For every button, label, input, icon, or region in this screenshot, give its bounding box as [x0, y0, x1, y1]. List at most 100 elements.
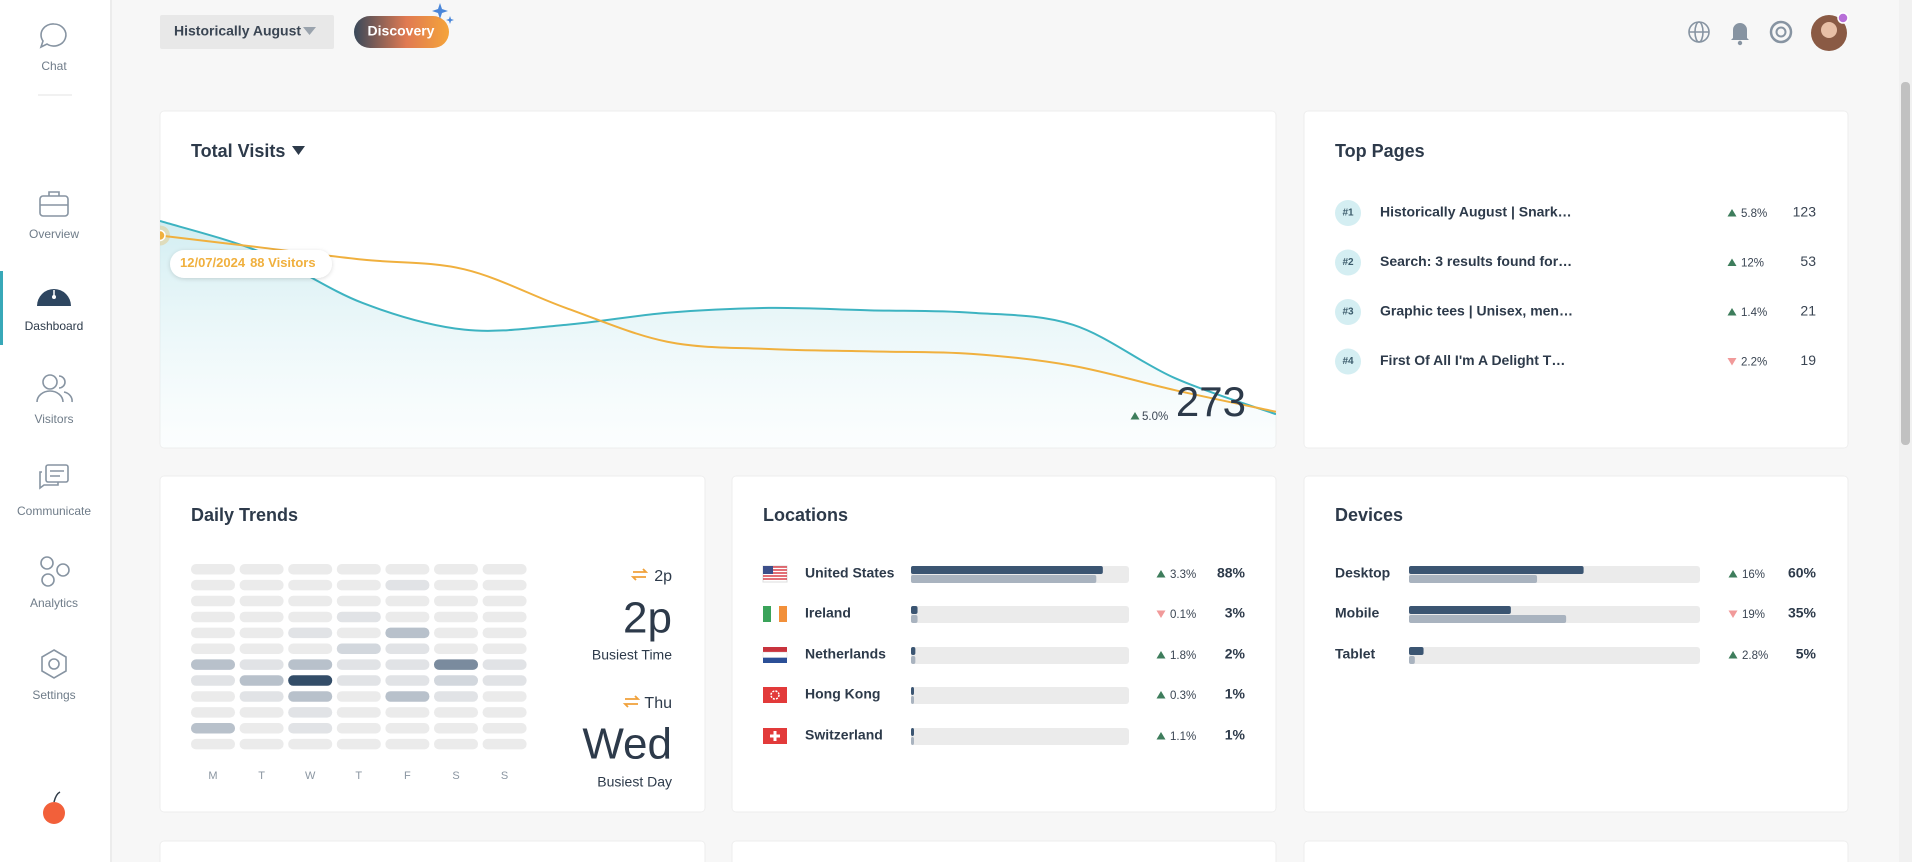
day-label: T	[355, 770, 362, 782]
point	[160, 229, 166, 242]
flag-nl	[762, 647, 788, 663]
heat-cell	[385, 659, 430, 670]
heat-cell	[385, 738, 430, 750]
share: 1%	[1225, 686, 1246, 702]
sidebar-border	[110, 0, 112, 862]
heat-cell	[385, 691, 430, 702]
active-indicator	[0, 271, 3, 345]
trend-arrow	[1156, 570, 1166, 578]
heat-cell	[336, 659, 381, 670]
heat-cell	[239, 691, 284, 702]
heat-cell	[385, 595, 430, 607]
trend-arrow	[1727, 358, 1737, 366]
bar-current	[911, 566, 1103, 574]
settings-icon	[41, 649, 67, 679]
rank-badge	[1335, 249, 1361, 276]
top-pages-card	[1303, 110, 1849, 449]
heat-cell	[385, 707, 430, 718]
globe-icon[interactable]	[1688, 21, 1710, 43]
page-title[interactable]: Historically August | Snark…	[1380, 204, 1572, 220]
row-name: United States	[805, 565, 895, 581]
bar-previous	[1409, 615, 1567, 623]
rank: #3	[1342, 307, 1354, 318]
heat-cell	[434, 564, 478, 575]
nav-label[interactable]: Analytics	[30, 596, 78, 610]
communicate-icon	[39, 464, 69, 490]
busiest-day: Wed	[582, 720, 672, 769]
page-title[interactable]: Search: 3 results found for…	[1380, 253, 1572, 269]
heat-cell	[191, 675, 235, 686]
heat-cell	[191, 643, 235, 654]
share: 3%	[1225, 605, 1246, 621]
heat-cell	[288, 675, 333, 686]
discovery-button[interactable]	[354, 16, 449, 48]
heat-cell	[336, 723, 381, 734]
count: 21	[1800, 303, 1816, 319]
count: 53	[1800, 253, 1816, 269]
heat-cell	[288, 691, 333, 702]
card-title: Daily Trends	[191, 505, 298, 525]
heat-cell	[239, 723, 284, 734]
day-label: M	[208, 770, 217, 782]
share: 1%	[1225, 727, 1246, 743]
swap-icon	[622, 695, 641, 708]
share: 35%	[1788, 605, 1817, 621]
heat-cell	[434, 707, 478, 718]
page-title[interactable]: Graphic tees | Unisex, men…	[1380, 303, 1573, 319]
heat-cell	[239, 659, 284, 670]
nav-label[interactable]: Dashboard	[25, 319, 84, 333]
discovery-label[interactable]: Discovery	[368, 23, 435, 39]
dropdown-label[interactable]: Historically August	[174, 23, 301, 39]
flag-ie	[763, 606, 787, 622]
heat-cell	[336, 675, 381, 686]
nav-label[interactable]: Overview	[29, 227, 79, 241]
heat-cell	[239, 627, 284, 639]
share: 88%	[1217, 565, 1246, 581]
page-title[interactable]: First Of All I'm A Delight T…	[1380, 352, 1565, 368]
heat-cell	[482, 675, 527, 686]
bar-current	[1409, 647, 1424, 655]
change: 19%	[1742, 609, 1765, 621]
heat-cell	[434, 738, 478, 750]
analytics-icon	[40, 556, 70, 587]
bar-previous	[911, 575, 1097, 583]
bar-current	[1409, 606, 1511, 614]
row-name: Netherlands	[805, 646, 886, 662]
heat-cell	[385, 627, 430, 639]
nav-label[interactable]: Settings	[32, 688, 75, 702]
bar-current	[911, 647, 916, 655]
busiest-day-small: Thu	[644, 695, 672, 712]
heat-cell	[191, 627, 235, 639]
nav-label[interactable]: Chat	[41, 59, 67, 73]
heat-cell	[288, 643, 333, 654]
heat-cell	[239, 611, 284, 623]
heat-cell	[239, 595, 284, 607]
nav-label[interactable]: Communicate	[17, 504, 91, 518]
trend-arrow	[1728, 651, 1738, 659]
heat-cell	[191, 579, 235, 591]
heat-cell	[191, 564, 235, 575]
heat-cell	[288, 707, 333, 718]
trend-arrow	[1156, 651, 1166, 659]
tooltip-date: 12/07/2024	[180, 255, 246, 270]
heat-cell	[385, 643, 430, 654]
bell-icon[interactable]	[1731, 23, 1749, 46]
share: 60%	[1788, 565, 1817, 581]
title-caret[interactable]	[292, 146, 305, 155]
nav-label[interactable]: Visitors	[34, 412, 73, 426]
card-title: Locations	[763, 505, 848, 525]
avatar[interactable]	[1811, 12, 1849, 51]
heat-cell	[336, 595, 381, 607]
change: 5.0%	[1142, 411, 1168, 423]
change: 2.8%	[1742, 650, 1768, 662]
help-icon[interactable]	[1769, 20, 1793, 44]
chat-icon	[39, 23, 67, 49]
scrollbar-thumb[interactable]	[1901, 82, 1910, 445]
bar-current	[911, 728, 914, 736]
bar-track	[911, 606, 1129, 623]
busiest-time-label: Busiest Time	[592, 647, 672, 663]
dropdown[interactable]	[160, 15, 334, 49]
heat-cell	[385, 611, 430, 623]
